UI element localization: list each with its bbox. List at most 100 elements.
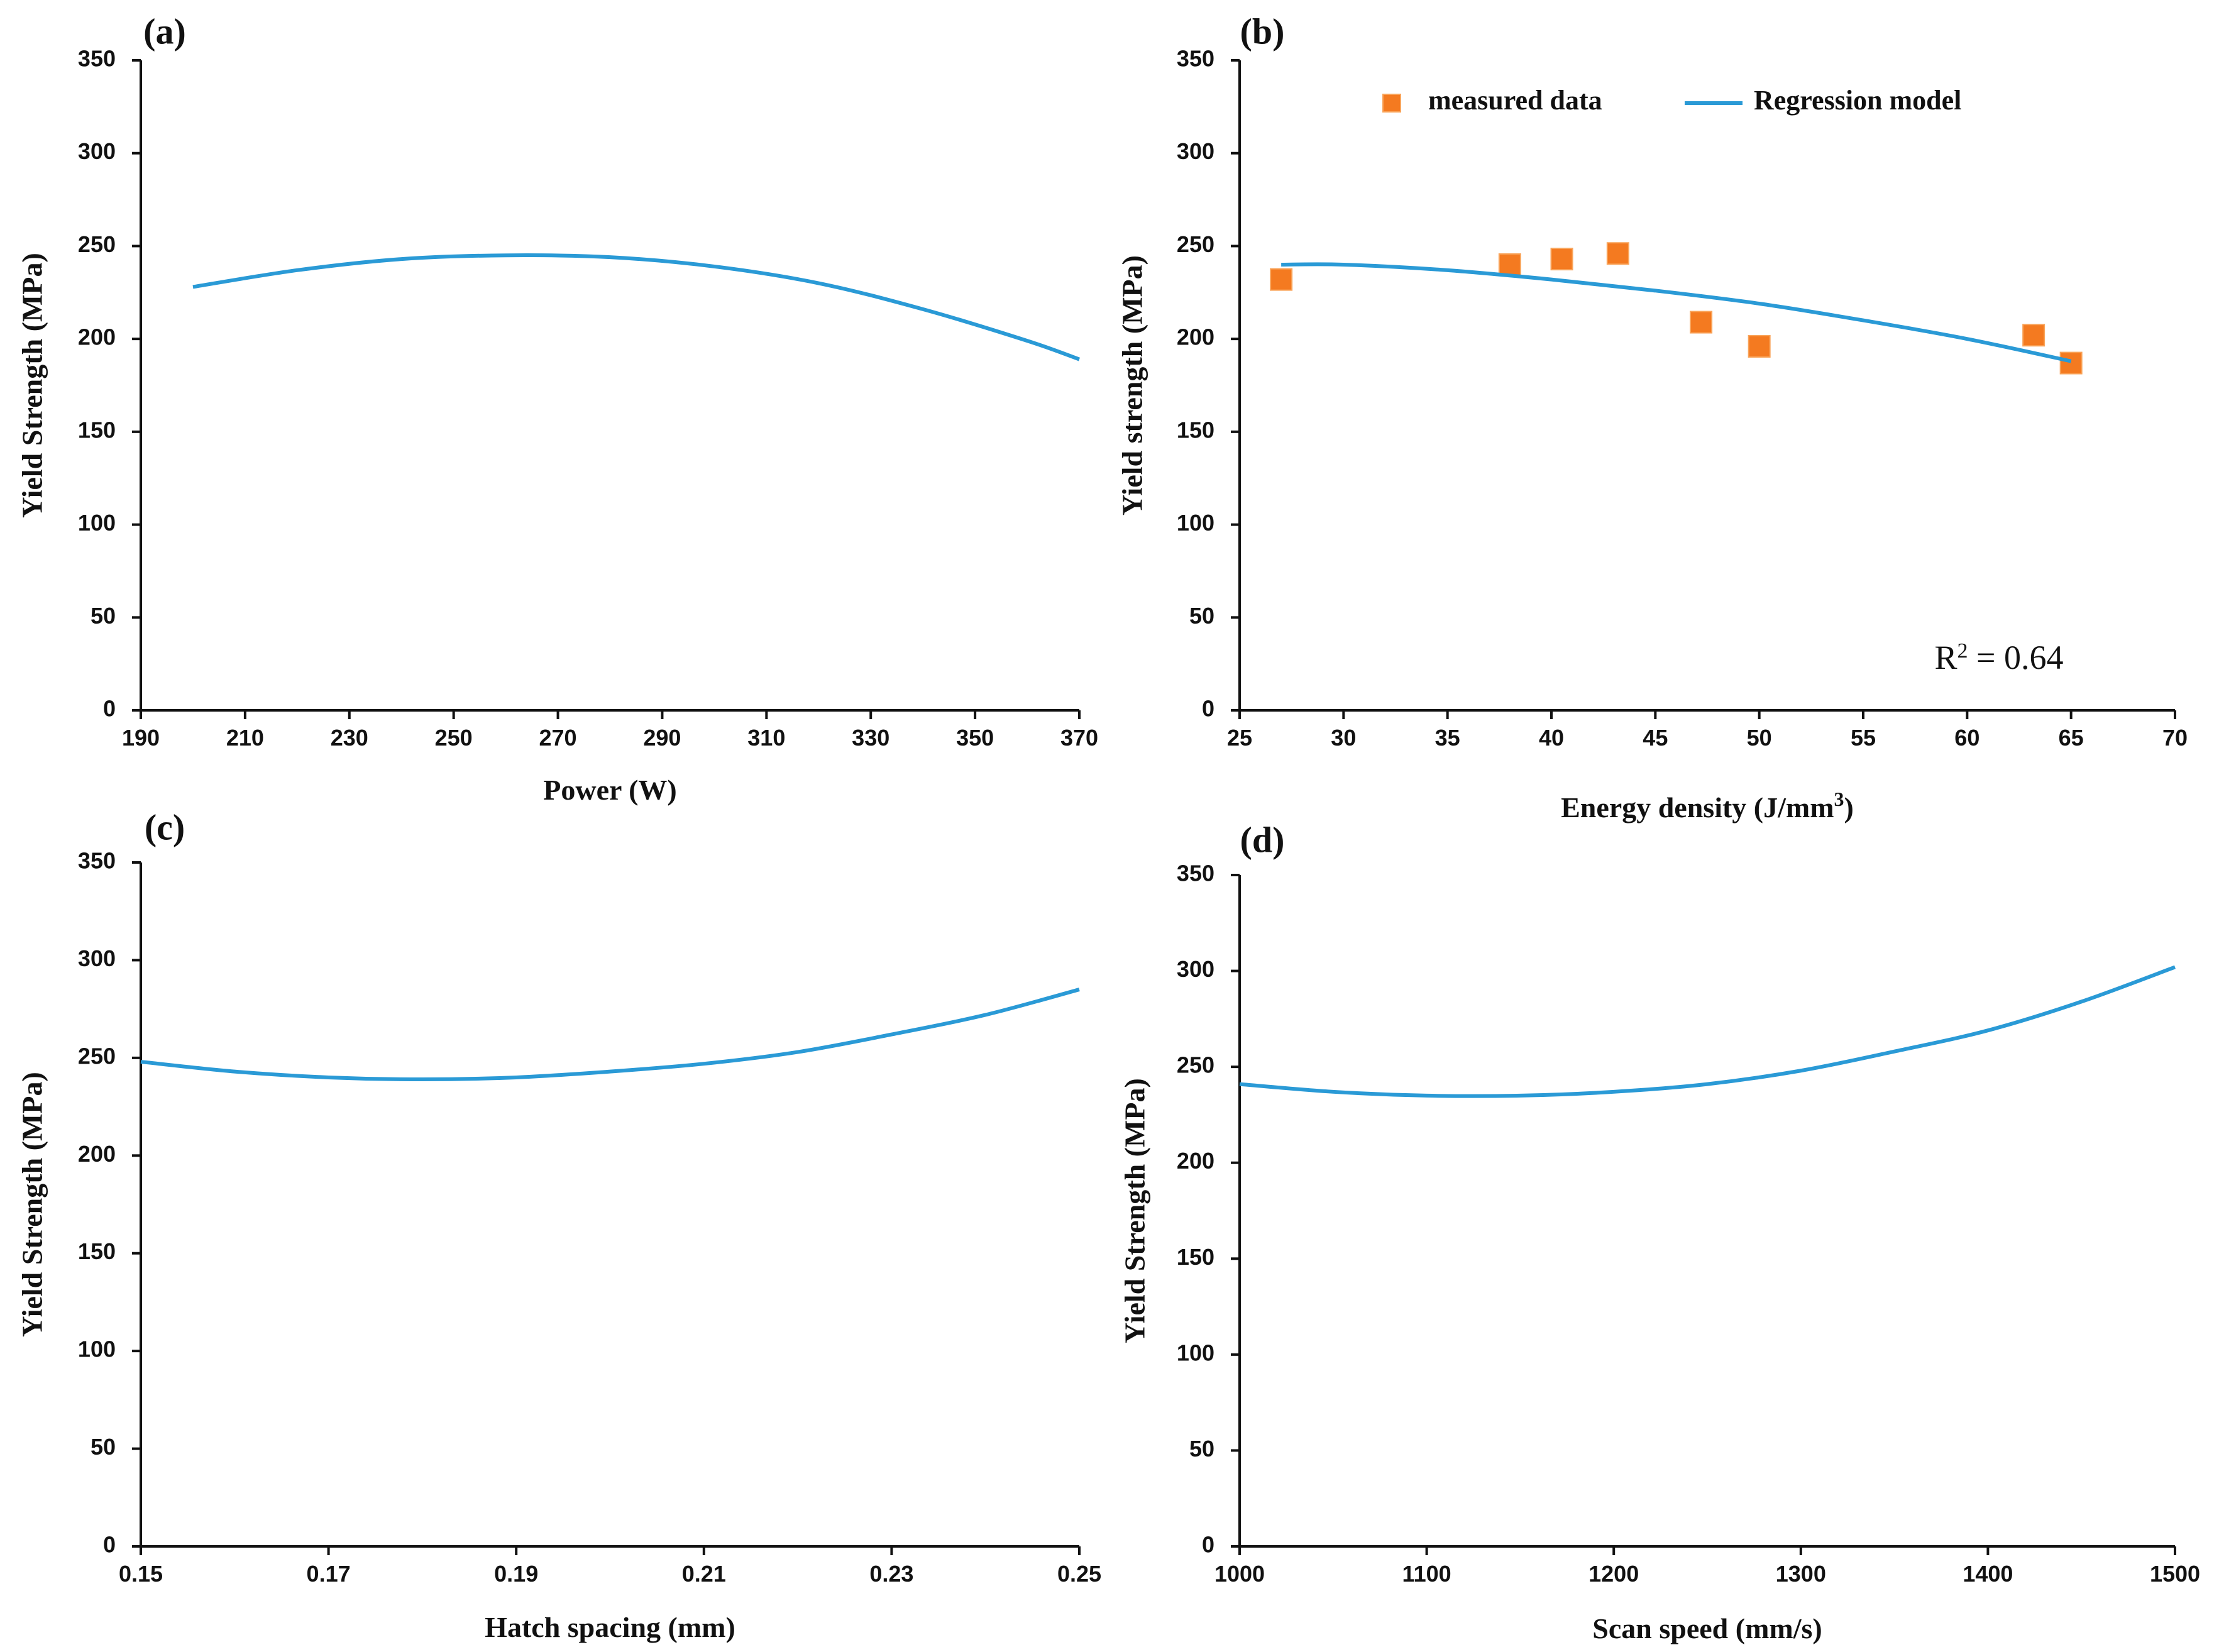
data-point	[2059, 351, 2083, 375]
r-squared-superscript: 2	[1957, 639, 1968, 663]
y-axis-title: Yield Strength (MPa)	[16, 253, 48, 518]
y-axis-title: Yield Strength (MPa)	[16, 1072, 48, 1337]
x-tick-label: 0.25	[1057, 1561, 1101, 1587]
y-tick-label: 250	[1177, 231, 1214, 257]
x-tick-label: 1500	[2150, 1561, 2200, 1587]
legend-marker-measured	[1382, 94, 1401, 113]
y-axis-title: Yield Strength (MPa)	[1119, 1078, 1151, 1343]
y-tick-label: 250	[78, 1043, 116, 1069]
data-point	[2022, 324, 2046, 347]
y-tick-label: 350	[1177, 861, 1214, 886]
y-tick-label: 0	[103, 696, 116, 722]
y-tick-label: 350	[78, 46, 116, 72]
y-tick-label: 200	[78, 324, 116, 350]
y-tick-label: 200	[78, 1141, 116, 1167]
y-tick-label: 50	[91, 1434, 116, 1460]
x-tick-label: 40	[1539, 725, 1564, 751]
y-tick-label: 0	[1202, 696, 1214, 722]
x-tick-label: 1100	[1402, 1561, 1451, 1587]
data-point	[1690, 311, 1713, 334]
x-tick-label: 0.19	[494, 1561, 538, 1587]
x-axis-title-superscript: 3	[1834, 788, 1844, 810]
data-point	[1498, 253, 1521, 276]
y-tick-label: 200	[1177, 1148, 1214, 1174]
y-tick-label: 150	[1177, 417, 1214, 443]
x-tick-label: 1000	[1214, 1561, 1265, 1587]
x-tick-label: 45	[1643, 725, 1668, 751]
x-tick-label: 55	[1851, 725, 1876, 751]
x-tick-label: 70	[2162, 725, 2188, 751]
y-tick-label: 250	[78, 231, 116, 257]
data-point	[1270, 268, 1293, 291]
x-axis-title: Scan speed (mm/s)	[1592, 1612, 1822, 1644]
y-tick-label: 100	[78, 1336, 116, 1362]
x-axis-title: Power (W)	[543, 774, 676, 806]
x-tick-label: 65	[2059, 725, 2084, 751]
data-point	[1748, 334, 1771, 358]
chart-b: (b) 0 50 100 150 200 250 300 350 25 30 35 40 45 50 55 60…	[1116, 11, 2188, 823]
data-point	[1550, 248, 1573, 271]
x-tick-label: 250	[435, 725, 473, 751]
x-axis-title-end: )	[1844, 791, 1854, 823]
y-tick-label: 300	[1177, 138, 1214, 164]
x-tick-label: 1300	[1776, 1561, 1826, 1587]
y-tick-label: 50	[1189, 603, 1214, 629]
x-tick-label: 350	[956, 725, 994, 751]
x-tick-label: 25	[1227, 725, 1252, 751]
x-tick-label: 370	[1060, 725, 1098, 751]
y-tick-label: 150	[78, 417, 116, 443]
x-tick-label: 230	[331, 725, 368, 751]
y-tick-label: 0	[1202, 1532, 1214, 1558]
chart-c: (c) 0 50 100 150 200 250 300 350 0.15 0.17 0.19 0.21…	[16, 807, 1101, 1643]
panel-label: (d)	[1240, 819, 1285, 860]
panel-label: (c)	[145, 807, 185, 847]
x-tick-label: 310	[747, 725, 785, 751]
y-tick-label: 300	[1177, 956, 1214, 982]
y-axis-title: Yield strength (MPa)	[1116, 255, 1148, 515]
x-tick-label: 0.17	[307, 1561, 351, 1587]
y-tick-label: 350	[1177, 46, 1214, 72]
x-tick-label: 60	[1954, 725, 1979, 751]
x-tick-label: 210	[226, 725, 264, 751]
x-tick-label: 30	[1331, 725, 1356, 751]
y-tick-label: 200	[1177, 324, 1214, 350]
y-tick-label: 100	[1177, 510, 1214, 536]
panel-label: (a)	[143, 11, 186, 52]
y-tick-label: 100	[78, 510, 116, 536]
y-tick-label: 50	[1189, 1436, 1214, 1462]
y-tick-label: 0	[103, 1532, 116, 1558]
data-point	[1606, 242, 1629, 265]
chart-d: (d) 0 50 100 150 200 250 300 350 1000 1100 1200 1300…	[1119, 819, 2200, 1644]
r-squared-symbol: R	[1935, 639, 1957, 676]
regression-curve	[1239, 965, 2176, 1098]
x-axis-title: Hatch spacing (mm)	[485, 1611, 735, 1643]
y-tick-label: 150	[1177, 1244, 1214, 1270]
y-tick-label: 100	[1177, 1340, 1214, 1365]
regression-curve	[140, 988, 1080, 1082]
x-tick-label: 290	[643, 725, 681, 751]
y-tick-label: 250	[1177, 1052, 1214, 1078]
x-tick-label: 0.23	[869, 1561, 913, 1587]
panel-label: (b)	[1240, 11, 1285, 52]
legend-label-measured: measured data	[1428, 85, 1602, 116]
x-tick-label: 50	[1747, 725, 1772, 751]
x-tick-label: 190	[122, 725, 160, 751]
x-tick-label: 35	[1435, 725, 1460, 751]
x-tick-label: 0.21	[682, 1561, 726, 1587]
y-tick-label: 150	[78, 1238, 116, 1264]
y-tick-label: 50	[91, 603, 116, 629]
r-squared-value: = 0.64	[1968, 639, 2064, 676]
x-tick-label: 1400	[1963, 1561, 2013, 1587]
y-tick-label: 300	[78, 138, 116, 164]
regression-curve	[1281, 262, 2072, 363]
y-tick-label: 300	[78, 945, 116, 971]
x-axis-title: Energy density (J/mm3)	[1561, 788, 1854, 823]
legend: measured data Regression model	[1382, 85, 1961, 116]
x-tick-label: 270	[539, 725, 577, 751]
legend-label-model: Regression model	[1754, 85, 1961, 116]
chart-a: (a) 0 50 100 150 200 250 300 350 190 210 230 250 270 2…	[16, 11, 1098, 806]
y-tick-label: 350	[78, 848, 116, 874]
x-tick-label: 0.15	[119, 1561, 163, 1587]
r-squared-annotation: R2 = 0.64	[1935, 639, 2064, 676]
